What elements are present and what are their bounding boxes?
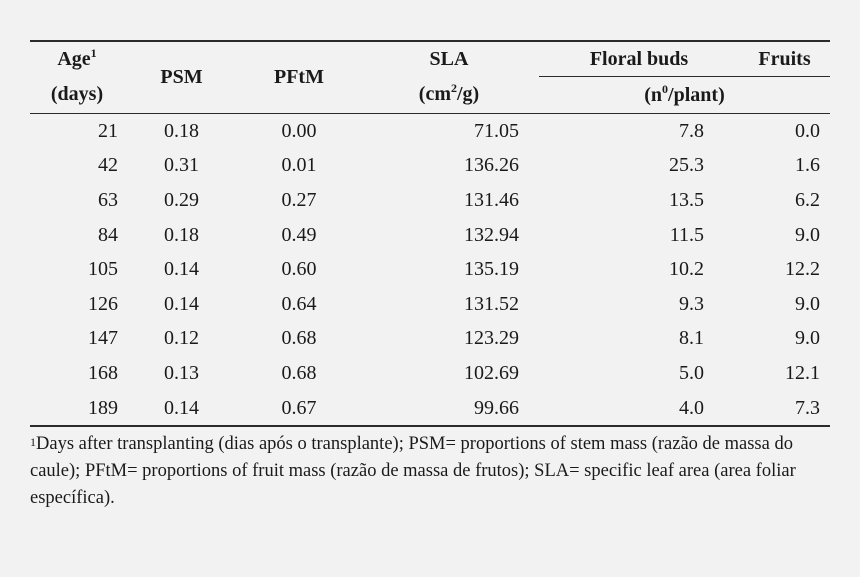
header-sla: SLA (429, 47, 469, 70)
cell-buds: 7.8 (679, 119, 704, 142)
cell-age: 189 (88, 396, 118, 419)
cell-age: 147 (88, 327, 118, 350)
table-row: 147 0.12 0.68 123.29 8.1 9.0 (30, 322, 830, 357)
cell-buds: 4.0 (679, 396, 704, 419)
cell-sla: 71.05 (474, 119, 519, 142)
header-age: Age1 (57, 45, 97, 70)
cell-fruits: 9.0 (795, 327, 820, 350)
table-body: 21 0.18 0.00 71.05 7.8 0.0 42 0.31 0.01 136.26 25.… (30, 114, 830, 427)
cell-sla: 132.94 (464, 223, 519, 246)
cell-psm: 0.29 (164, 188, 199, 211)
cell-age: 168 (88, 361, 118, 384)
cell-fruits: 0.0 (795, 119, 820, 142)
cell-age: 63 (98, 188, 118, 211)
table-footnote: 1Days after transplanting (dias após o t… (30, 431, 835, 512)
cell-fruits: 12.1 (785, 361, 820, 384)
cell-psm: 0.14 (164, 396, 199, 419)
cell-buds: 9.3 (679, 292, 704, 315)
cell-psm: 0.18 (164, 119, 199, 142)
table-row: 168 0.13 0.68 102.69 5.0 12.1 (30, 356, 830, 391)
header-psm: PSM (160, 66, 203, 88)
cell-sla: 99.66 (474, 396, 519, 419)
cell-pftm: 0.68 (281, 327, 317, 350)
cell-psm: 0.13 (164, 361, 199, 384)
cell-fruits: 7.3 (795, 396, 820, 419)
cell-fruits: 9.0 (795, 292, 820, 315)
table-row: 63 0.29 0.27 131.46 13.5 6.2 (30, 183, 830, 218)
cell-pftm: 0.60 (281, 258, 317, 281)
cell-psm: 0.14 (164, 258, 199, 281)
table-row: 105 0.14 0.60 135.19 10.2 12.2 (30, 252, 830, 287)
header-age-unit: (days) (50, 83, 104, 106)
cell-buds: 10.2 (669, 258, 704, 281)
footnote-text: Days after transplanting (dias após o tr… (30, 434, 796, 509)
cell-fruits: 12.2 (785, 258, 820, 281)
table-row: 21 0.18 0.00 71.05 7.8 0.0 (30, 114, 830, 149)
cell-sla: 131.52 (464, 292, 519, 315)
cell-age: 126 (88, 292, 118, 315)
header-fruits: Fruits (739, 41, 830, 77)
cell-pftm: 0.49 (281, 223, 317, 246)
cell-sla: 135.19 (464, 258, 519, 281)
table-row: 189 0.14 0.67 99.66 4.0 7.3 (30, 391, 830, 427)
cell-fruits: 9.0 (795, 223, 820, 246)
data-table-container: Age1 PSM PFtM SLA Floral buds Fruits (da… (30, 40, 830, 512)
cell-sla: 123.29 (464, 327, 519, 350)
table-header: Age1 PSM PFtM SLA Floral buds Fruits (da… (30, 41, 830, 114)
cell-pftm: 0.64 (281, 292, 317, 315)
cell-age: 84 (98, 223, 118, 246)
cell-sla: 102.69 (464, 361, 519, 384)
cell-sla: 136.26 (464, 154, 519, 177)
footnote-marker: 1 (30, 435, 36, 450)
header-sla-unit: (cm2/g) (418, 81, 480, 106)
cell-fruits: 1.6 (795, 154, 820, 177)
cell-psm: 0.14 (164, 292, 199, 315)
header-floral-buds: Floral buds (539, 41, 739, 77)
cell-psm: 0.31 (164, 154, 199, 177)
cell-buds: 5.0 (679, 361, 704, 384)
cell-pftm: 0.67 (281, 396, 317, 419)
cell-buds: 8.1 (679, 327, 704, 350)
cell-psm: 0.18 (164, 223, 199, 246)
cell-pftm: 0.68 (281, 361, 317, 384)
cell-age: 21 (98, 119, 118, 142)
header-count-unit: (n0/plant) (644, 81, 725, 106)
table-row: 126 0.14 0.64 131.52 9.3 9.0 (30, 287, 830, 322)
cell-buds: 25.3 (669, 154, 704, 177)
cell-age: 105 (88, 258, 118, 281)
table-row: 84 0.18 0.49 132.94 11.5 9.0 (30, 218, 830, 253)
header-pftm: PFtM (274, 66, 324, 88)
cell-psm: 0.12 (164, 327, 199, 350)
cell-fruits: 6.2 (795, 188, 820, 211)
table-row: 42 0.31 0.01 136.26 25.3 1.6 (30, 149, 830, 184)
cell-pftm: 0.27 (281, 188, 317, 211)
cell-buds: 13.5 (669, 188, 704, 211)
cell-sla: 131.46 (464, 188, 519, 211)
cell-age: 42 (98, 154, 118, 177)
cell-pftm: 0.01 (281, 154, 317, 177)
cell-buds: 11.5 (669, 223, 704, 246)
data-table: Age1 PSM PFtM SLA Floral buds Fruits (da… (30, 40, 830, 427)
cell-pftm: 0.00 (281, 119, 317, 142)
